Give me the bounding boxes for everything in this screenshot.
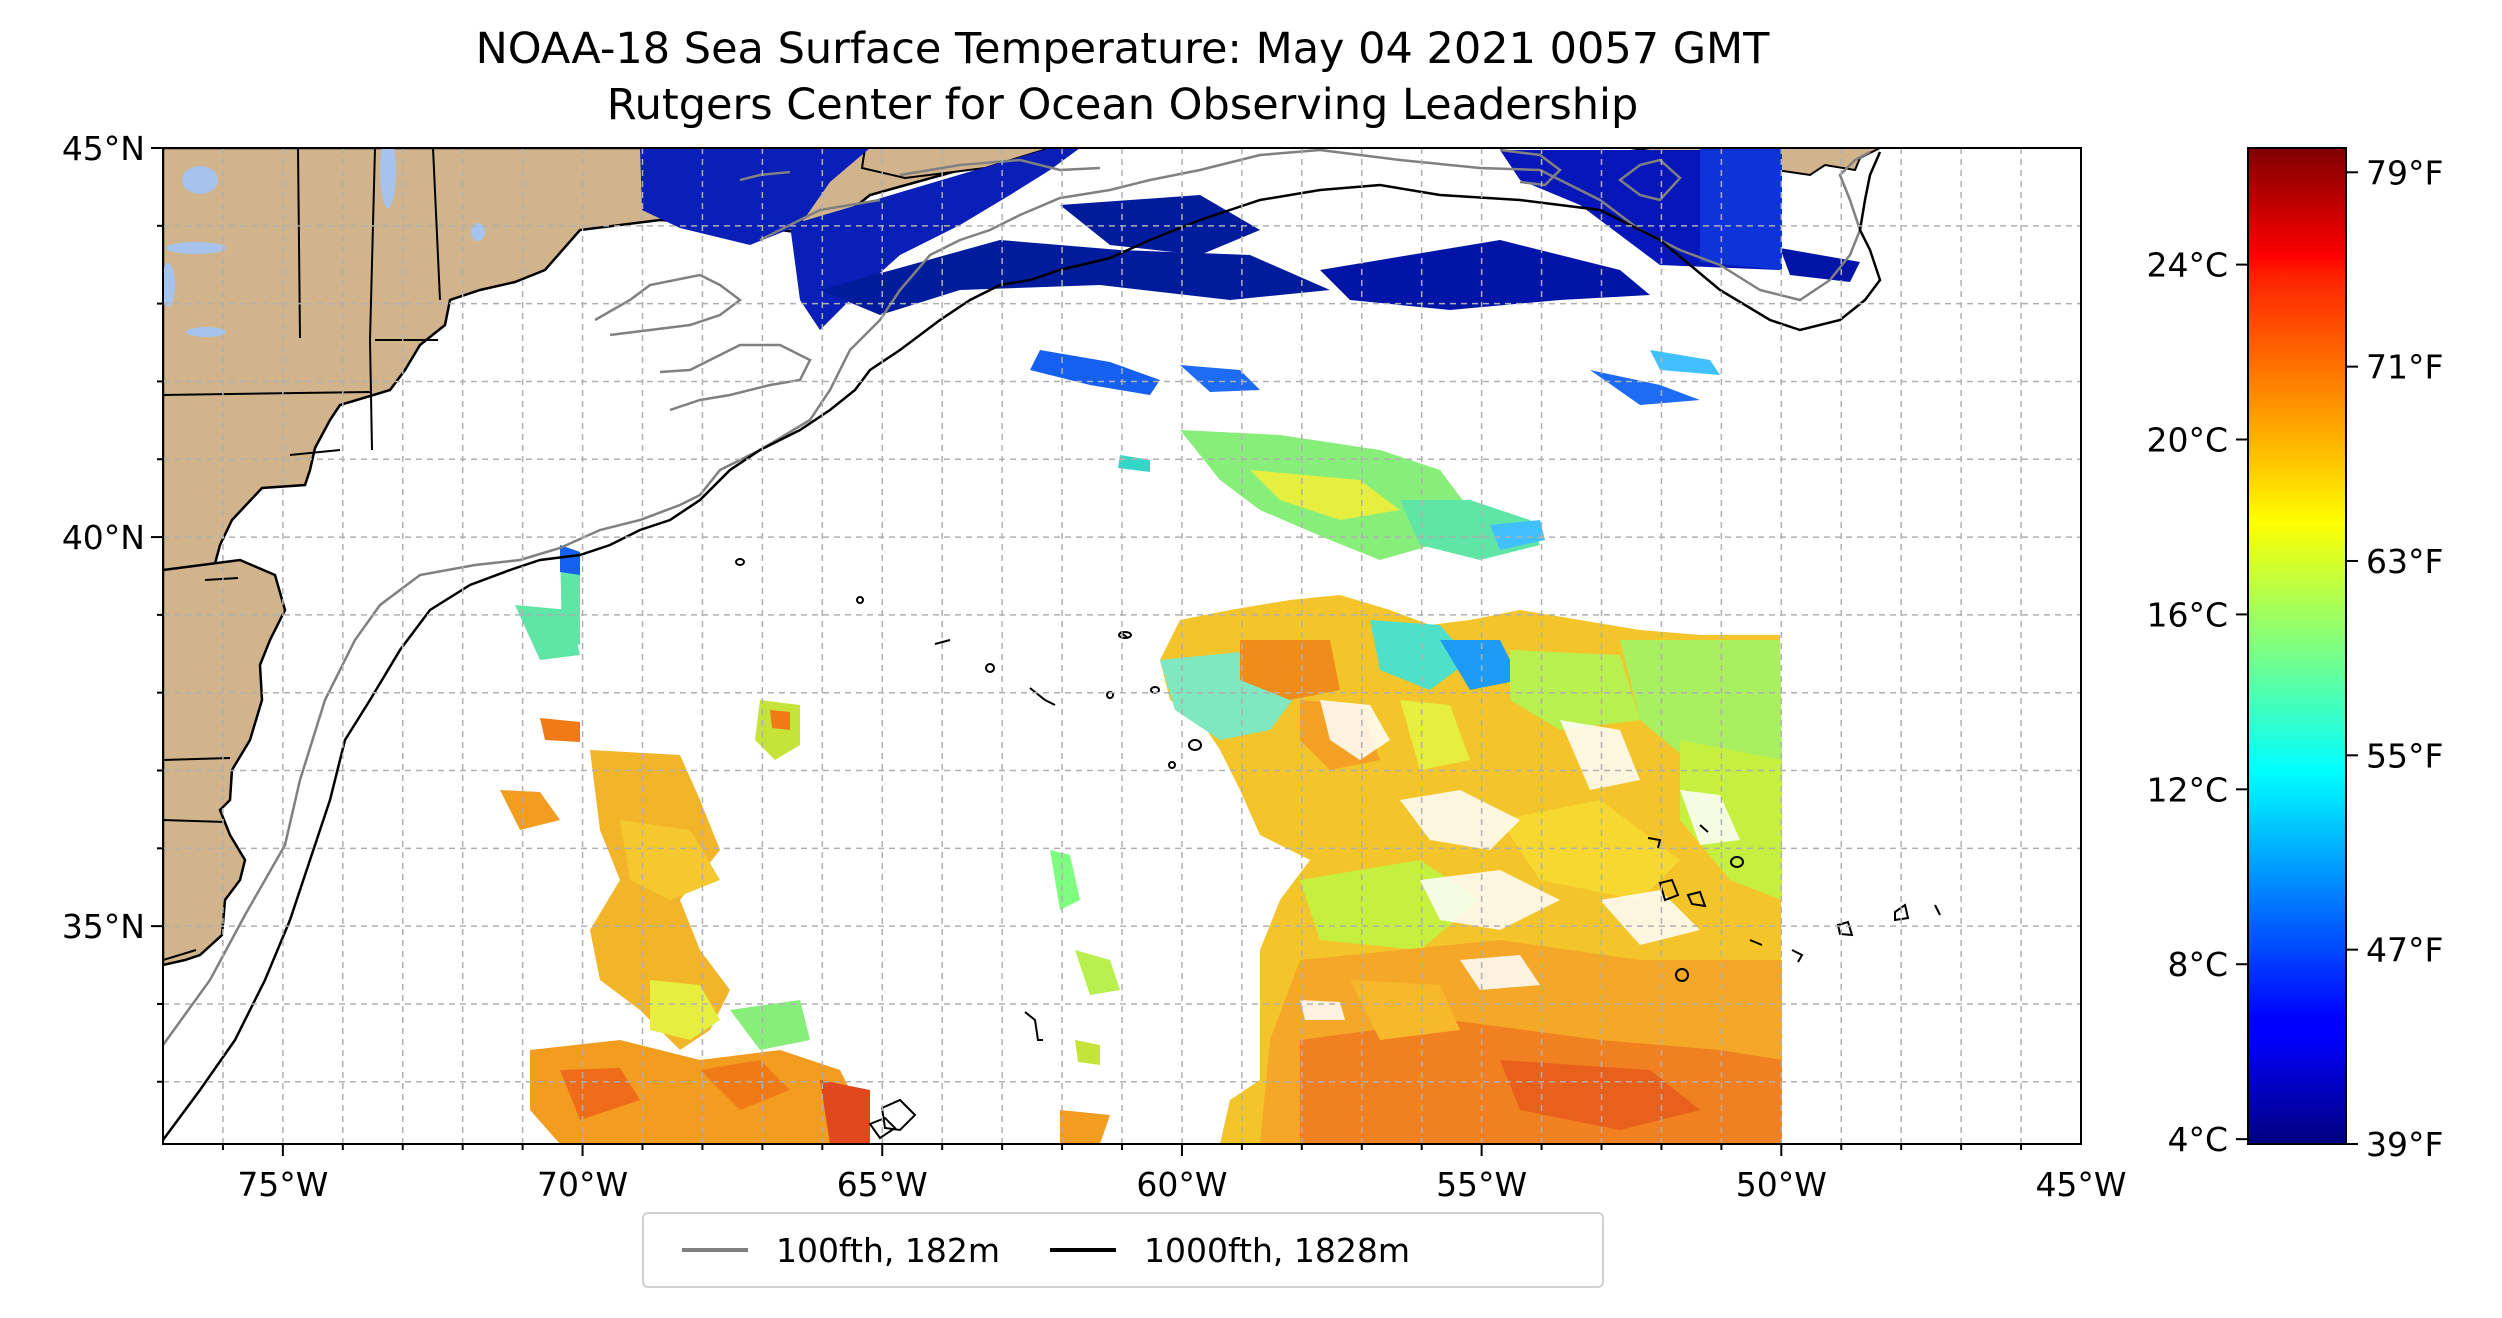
colorbar-c-tick-label: 12°C	[2146, 770, 2228, 809]
legend-line-100fth	[682, 1248, 748, 1252]
lat-tick-label: 45°N	[62, 129, 145, 168]
colorbar-f-tick-label: 47°F	[2366, 931, 2443, 970]
legend-item-100fth: 100fth, 182m	[652, 1231, 1000, 1270]
cloud-gaps	[1300, 700, 1740, 1020]
lon-tick-label: 65°W	[837, 1165, 928, 1204]
lon-tick-label: 50°W	[1736, 1165, 1827, 1204]
colorbar-gradient	[2248, 148, 2346, 1144]
figure-subtitle: Rutgers Center for Ocean Observing Leade…	[606, 80, 1639, 130]
colorbar-c-tick-label: 4°C	[2167, 1120, 2228, 1159]
map-axis-ticks: 75°W 70°W 65°W 60°W 55°W 50°W 45°W 45°N 40°N 35°N	[62, 129, 2127, 1204]
colorbar-f-tick-label: 55°F	[2366, 736, 2443, 775]
colorbar-c-tick-label: 8°C	[2167, 945, 2228, 984]
colorbar-ticks: 39°F 47°F 55°F 63°F 71°F 79°F 4°C 8°C 12°C 16°C 20…	[2146, 153, 2443, 1164]
colorbar-f-tick-label: 63°F	[2366, 542, 2443, 581]
colorbar-c-tick-label: 16°C	[2146, 595, 2228, 634]
lat-tick-label: 35°N	[62, 907, 145, 946]
lon-tick-label: 70°W	[537, 1165, 628, 1204]
legend-item-1000fth: 1000fth, 1828m	[1020, 1231, 1410, 1270]
map-frame	[162, 147, 2082, 1145]
colorbar-f-tick-label: 71°F	[2366, 348, 2443, 387]
legend-label-1000fth: 1000fth, 1828m	[1144, 1230, 1410, 1270]
contour-100fth	[163, 148, 1871, 1046]
gridlines	[163, 148, 2081, 1144]
legend-line-1000fth	[1050, 1248, 1116, 1252]
sst-data	[500, 148, 1860, 1144]
land-area	[163, 148, 1881, 967]
seamounts	[735, 558, 1941, 1140]
colorbar-frame	[2247, 147, 2347, 1145]
lon-tick-label: 75°W	[237, 1165, 328, 1204]
colorbar-f-tick-label: 79°F	[2366, 153, 2443, 192]
colorbar-c-tick-label: 24°C	[2146, 246, 2228, 285]
lat-tick-label: 40°N	[62, 518, 145, 557]
colorbar-f-tick-label: 39°F	[2366, 1125, 2443, 1164]
figure-title: NOAA-18 Sea Surface Temperature: May 04 …	[475, 24, 1770, 74]
colorbar-c-tick-label: 20°C	[2146, 421, 2228, 460]
contour-1000fth	[163, 151, 1882, 1141]
contour-legend: 100fth, 182m 1000fth, 1828m	[642, 1212, 1604, 1288]
lon-tick-label: 45°W	[2035, 1165, 2126, 1204]
colorbar: 39°F 47°F 55°F 63°F 71°F 79°F 4°C 8°C 12°C 16°C 20…	[2146, 147, 2443, 1164]
legend-label-100fth: 100fth, 182m	[776, 1230, 1000, 1270]
lon-tick-label: 60°W	[1136, 1165, 1227, 1204]
lakes	[163, 148, 485, 337]
lon-tick-label: 55°W	[1436, 1165, 1527, 1204]
